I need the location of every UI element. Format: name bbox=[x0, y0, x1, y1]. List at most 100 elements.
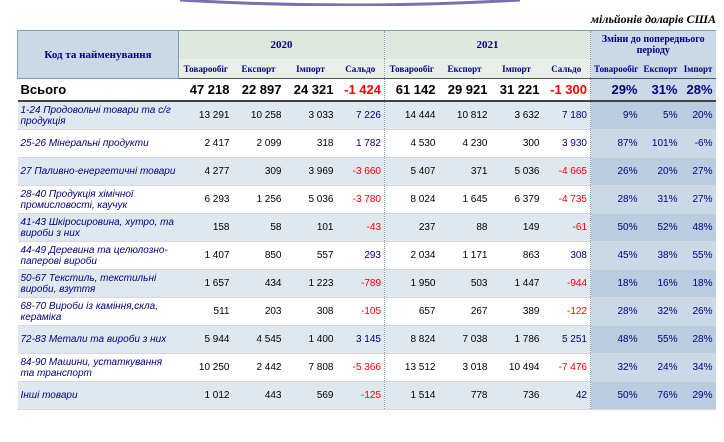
table-row: 50-67 Текстиль, текстильні вироби, взутт… bbox=[17, 269, 716, 298]
table-cell: 293 bbox=[336, 241, 385, 270]
table-cell: 29% bbox=[680, 381, 716, 410]
total-label: Всього bbox=[17, 78, 179, 102]
total-cell: 29% bbox=[590, 78, 641, 102]
table-cell: 5 036 bbox=[284, 185, 337, 214]
table-cell: -122 bbox=[542, 297, 591, 326]
table-cell: 2 099 bbox=[232, 129, 285, 158]
table-cell: 50% bbox=[590, 381, 641, 410]
table-cell: 20% bbox=[680, 101, 716, 130]
table-cell: 203 bbox=[232, 297, 285, 326]
units-caption: мільйонів доларів США bbox=[590, 12, 716, 26]
table-cell: 3 033 bbox=[284, 101, 337, 130]
table-cell: 3 969 bbox=[284, 157, 337, 186]
total-cell: 29 921 bbox=[438, 78, 491, 102]
table-cell: 309 bbox=[232, 157, 285, 186]
table-cell: 8 824 bbox=[384, 325, 439, 354]
table-cell: 88 bbox=[438, 213, 491, 242]
table-cell: 5 407 bbox=[384, 157, 439, 186]
table-cell: -61 bbox=[542, 213, 591, 242]
total-cell: 47 218 bbox=[178, 78, 233, 102]
subheader-row: Товарообіг Експорт Імпорт Сальдо Товарообіг Е… bbox=[18, 59, 716, 79]
table-cell: 48% bbox=[590, 325, 641, 354]
table-cell: 9% bbox=[590, 101, 641, 130]
table-cell: 10 812 bbox=[438, 101, 491, 130]
table-cell: 24% bbox=[640, 353, 681, 382]
table-cell: -43 bbox=[336, 213, 385, 242]
table-cell: 308 bbox=[284, 297, 337, 326]
table-cell: 55% bbox=[680, 241, 716, 270]
table-cell: 4 530 bbox=[384, 129, 439, 158]
total-cell: 31 221 bbox=[490, 78, 543, 102]
table-cell: 389 bbox=[490, 297, 543, 326]
row-label: 41-43 Шкіросировина, хутро, та вироби з … bbox=[17, 213, 179, 242]
row-label: 25-26 Мінеральні продукти bbox=[17, 129, 179, 158]
table-cell: 569 bbox=[284, 381, 337, 410]
table-cell: 3 145 bbox=[336, 325, 385, 354]
column-header: Товарообіг bbox=[590, 59, 641, 79]
table-cell: 58 bbox=[232, 213, 285, 242]
table-cell: 2 442 bbox=[232, 353, 285, 382]
column-header: Товарообіг bbox=[178, 59, 233, 79]
table-row: 41-43 Шкіросировина, хутро, та вироби з … bbox=[17, 213, 716, 242]
row-label: 72-83 Метали та вироби з них bbox=[17, 325, 179, 354]
table-cell: 1 786 bbox=[490, 325, 543, 354]
table-row: 72-83 Метали та вироби з них 5 944 4 545 1 … bbox=[17, 325, 716, 354]
column-header: Сальдо bbox=[336, 59, 385, 79]
row-label: 1-24 Продовольчі товари та с/г продукція bbox=[17, 101, 179, 130]
table-cell: 2 417 bbox=[178, 129, 233, 158]
table-cell: 3 632 bbox=[490, 101, 543, 130]
row-label: 44-49 Деревина та целюлозно-паперові вир… bbox=[17, 241, 179, 270]
table-row: 25-26 Мінеральні продукти 2 417 2 099 318 1 … bbox=[17, 129, 716, 158]
table-cell: 300 bbox=[490, 129, 543, 158]
table-cell: 101% bbox=[640, 129, 681, 158]
table-cell: 52% bbox=[640, 213, 681, 242]
table-cell: 3 018 bbox=[438, 353, 491, 382]
row-label: 50-67 Текстиль, текстильні вироби, взутт… bbox=[17, 269, 179, 298]
table-cell: 27% bbox=[680, 185, 716, 214]
table-cell: 45% bbox=[590, 241, 641, 270]
table-cell: -3 780 bbox=[336, 185, 385, 214]
total-cell: -1 424 bbox=[336, 78, 385, 102]
table-cell: 503 bbox=[438, 269, 491, 298]
table-cell: 5 944 bbox=[178, 325, 233, 354]
table-cell: 18% bbox=[680, 269, 716, 298]
table-cell: -6% bbox=[680, 129, 716, 158]
table-cell: -4 665 bbox=[542, 157, 591, 186]
table-cell: 6 379 bbox=[490, 185, 543, 214]
table-cell: 1 256 bbox=[232, 185, 285, 214]
table-cell: 318 bbox=[284, 129, 337, 158]
table-cell: 149 bbox=[490, 213, 543, 242]
table-cell: 1 223 bbox=[284, 269, 337, 298]
table-row: 1-24 Продовольчі товари та с/г продукція… bbox=[17, 101, 716, 130]
total-row: Всього 47 218 22 897 24 321 -1 424 61 142 29 9… bbox=[17, 78, 716, 102]
table-cell: 10 250 bbox=[178, 353, 233, 382]
table-cell: 26% bbox=[680, 297, 716, 326]
table-cell: 101 bbox=[284, 213, 337, 242]
table-cell: 13 291 bbox=[178, 101, 233, 130]
table-cell: 778 bbox=[438, 381, 491, 410]
table-cell: 850 bbox=[232, 241, 285, 270]
table-cell: 48% bbox=[680, 213, 716, 242]
table-cell: -125 bbox=[336, 381, 385, 410]
table-cell: 7 808 bbox=[284, 353, 337, 382]
table-cell: 6 293 bbox=[178, 185, 233, 214]
table-cell: 371 bbox=[438, 157, 491, 186]
table-cell: 1 657 bbox=[178, 269, 233, 298]
table-cell: 5 036 bbox=[490, 157, 543, 186]
table-cell: 76% bbox=[640, 381, 681, 410]
column-header: Товарообіг bbox=[384, 59, 439, 79]
table-cell: 8 024 bbox=[384, 185, 439, 214]
table-cell: 28% bbox=[590, 185, 641, 214]
table-cell: 28% bbox=[590, 297, 641, 326]
table-cell: 16% bbox=[640, 269, 681, 298]
table-cell: 3 930 bbox=[542, 129, 591, 158]
table-cell: 158 bbox=[178, 213, 233, 242]
table-cell: 1 400 bbox=[284, 325, 337, 354]
table-cell: 1 950 bbox=[384, 269, 439, 298]
column-header: Сальдо bbox=[542, 59, 591, 79]
table-cell: -7 476 bbox=[542, 353, 591, 382]
table-cell: 55% bbox=[640, 325, 681, 354]
table-cell: 26% bbox=[590, 157, 641, 186]
header-name: Код та найменування bbox=[17, 30, 179, 79]
total-cell: 28% bbox=[680, 78, 716, 102]
